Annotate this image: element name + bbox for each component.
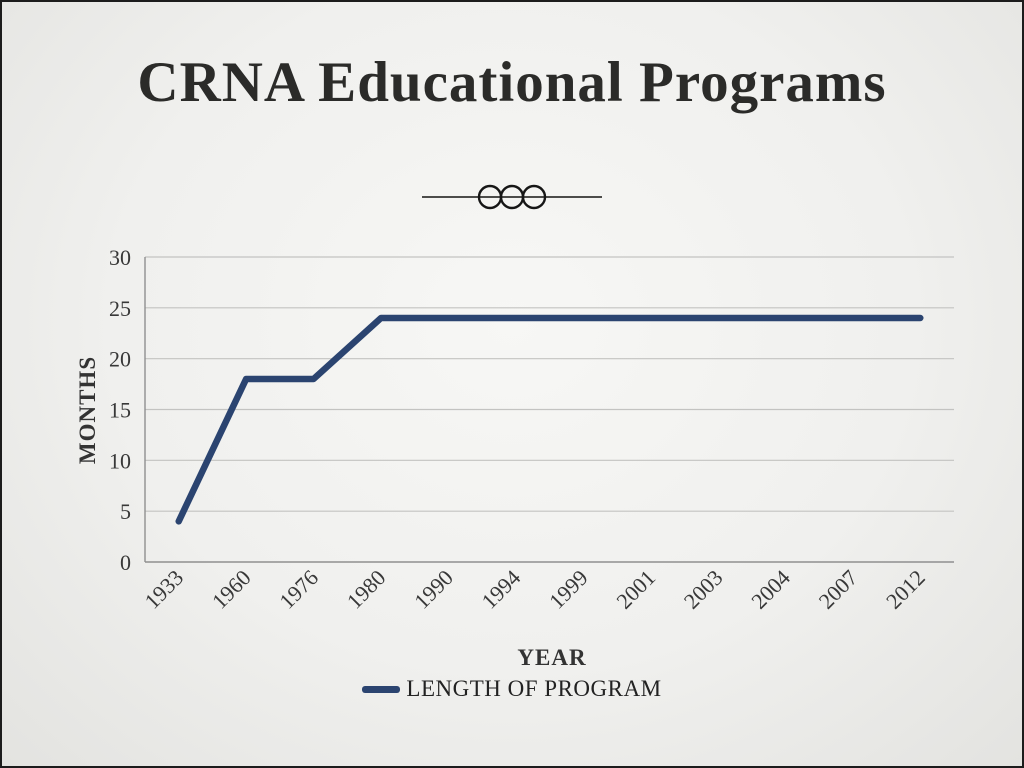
y-tick-label: 30: [109, 245, 131, 270]
x-tick-label: 2004: [746, 565, 795, 614]
y-tick-label: 10: [109, 448, 131, 473]
y-axis-title: MONTHS: [75, 355, 100, 465]
y-tick-label: 5: [120, 499, 131, 524]
x-tick-label: 1990: [409, 565, 458, 614]
x-tick-label: 1976: [274, 565, 323, 614]
y-tick-label: 20: [109, 347, 131, 372]
chart-legend: LENGTH OF PROGRAM: [2, 676, 1022, 702]
y-tick-label: 0: [120, 550, 131, 575]
y-tick-label: 15: [109, 398, 131, 423]
x-tick-label: 1994: [477, 565, 526, 614]
chain-links-icon: [422, 184, 602, 210]
y-tick-label: 25: [109, 296, 131, 321]
slide-title: CRNA Educational Programs: [137, 51, 887, 114]
length-of-program-line: [175, 314, 924, 525]
x-axis-title: YEAR: [517, 645, 587, 670]
x-tick-label: 1960: [207, 565, 256, 614]
x-tick-label: 2007: [814, 565, 863, 614]
ornament-divider: [2, 182, 1022, 217]
legend-line-swatch: [362, 685, 401, 693]
legend-label: LENGTH OF PROGRAM: [406, 676, 662, 701]
x-tick-label: 1980: [342, 565, 391, 614]
x-tick-label: 2003: [679, 565, 728, 614]
x-tick-label: 1933: [139, 565, 188, 614]
x-tick-label: 2001: [611, 565, 660, 614]
x-tick-label: 1999: [544, 565, 593, 614]
x-tick-label: 2012: [881, 565, 930, 614]
